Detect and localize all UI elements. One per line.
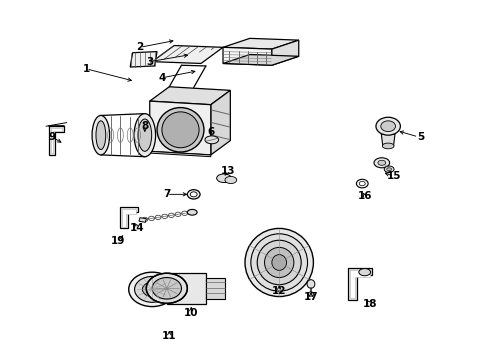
Polygon shape bbox=[122, 209, 136, 227]
Polygon shape bbox=[381, 134, 395, 146]
Ellipse shape bbox=[251, 234, 308, 291]
Ellipse shape bbox=[308, 292, 314, 296]
Ellipse shape bbox=[384, 166, 394, 172]
Text: 1: 1 bbox=[83, 64, 90, 74]
Text: 19: 19 bbox=[111, 236, 125, 246]
Ellipse shape bbox=[356, 179, 368, 188]
Ellipse shape bbox=[387, 168, 392, 171]
Polygon shape bbox=[167, 273, 206, 304]
Ellipse shape bbox=[245, 228, 314, 297]
Text: 16: 16 bbox=[358, 191, 372, 201]
Text: 13: 13 bbox=[220, 166, 235, 176]
Polygon shape bbox=[51, 128, 62, 153]
Polygon shape bbox=[206, 278, 225, 299]
Polygon shape bbox=[211, 90, 230, 155]
Ellipse shape bbox=[162, 112, 199, 148]
Ellipse shape bbox=[257, 240, 301, 285]
Polygon shape bbox=[272, 40, 299, 65]
Ellipse shape bbox=[374, 158, 390, 168]
Ellipse shape bbox=[359, 269, 370, 276]
Ellipse shape bbox=[205, 136, 219, 144]
Polygon shape bbox=[130, 51, 157, 67]
Text: 9: 9 bbox=[49, 132, 55, 142]
Ellipse shape bbox=[359, 181, 365, 186]
Text: 4: 4 bbox=[158, 73, 166, 83]
Ellipse shape bbox=[272, 255, 287, 270]
Text: 7: 7 bbox=[163, 189, 171, 199]
Polygon shape bbox=[223, 54, 299, 65]
Text: 18: 18 bbox=[362, 299, 377, 309]
Ellipse shape bbox=[217, 174, 231, 183]
Text: 12: 12 bbox=[272, 286, 287, 296]
Text: 6: 6 bbox=[207, 127, 215, 136]
Ellipse shape bbox=[307, 280, 315, 288]
Polygon shape bbox=[150, 101, 211, 155]
Ellipse shape bbox=[376, 117, 400, 135]
Ellipse shape bbox=[190, 192, 197, 197]
Ellipse shape bbox=[157, 108, 204, 152]
Polygon shape bbox=[347, 268, 372, 300]
Polygon shape bbox=[152, 45, 223, 63]
Ellipse shape bbox=[143, 282, 162, 297]
Polygon shape bbox=[223, 47, 272, 65]
Polygon shape bbox=[150, 151, 211, 157]
Text: 15: 15 bbox=[387, 171, 401, 181]
Ellipse shape bbox=[134, 114, 156, 157]
Polygon shape bbox=[223, 39, 299, 49]
Ellipse shape bbox=[187, 190, 200, 199]
Polygon shape bbox=[350, 270, 369, 298]
Ellipse shape bbox=[92, 116, 110, 155]
Polygon shape bbox=[150, 87, 230, 105]
Ellipse shape bbox=[382, 143, 394, 149]
Ellipse shape bbox=[96, 121, 106, 149]
Text: 8: 8 bbox=[141, 121, 148, 131]
Ellipse shape bbox=[152, 278, 181, 299]
Polygon shape bbox=[121, 207, 138, 228]
Text: 3: 3 bbox=[146, 57, 153, 67]
Text: 2: 2 bbox=[136, 42, 144, 52]
Ellipse shape bbox=[135, 276, 170, 302]
Text: 5: 5 bbox=[417, 132, 424, 142]
Text: 11: 11 bbox=[162, 331, 176, 341]
Ellipse shape bbox=[138, 119, 152, 151]
Ellipse shape bbox=[381, 121, 395, 132]
Text: 10: 10 bbox=[184, 308, 198, 318]
Polygon shape bbox=[49, 126, 64, 155]
Polygon shape bbox=[139, 218, 147, 222]
Ellipse shape bbox=[129, 272, 175, 307]
Ellipse shape bbox=[225, 176, 237, 184]
Ellipse shape bbox=[187, 210, 197, 215]
Text: 14: 14 bbox=[130, 224, 145, 233]
Ellipse shape bbox=[378, 160, 386, 165]
Ellipse shape bbox=[147, 273, 187, 303]
Text: 17: 17 bbox=[304, 292, 318, 302]
Ellipse shape bbox=[265, 247, 294, 278]
